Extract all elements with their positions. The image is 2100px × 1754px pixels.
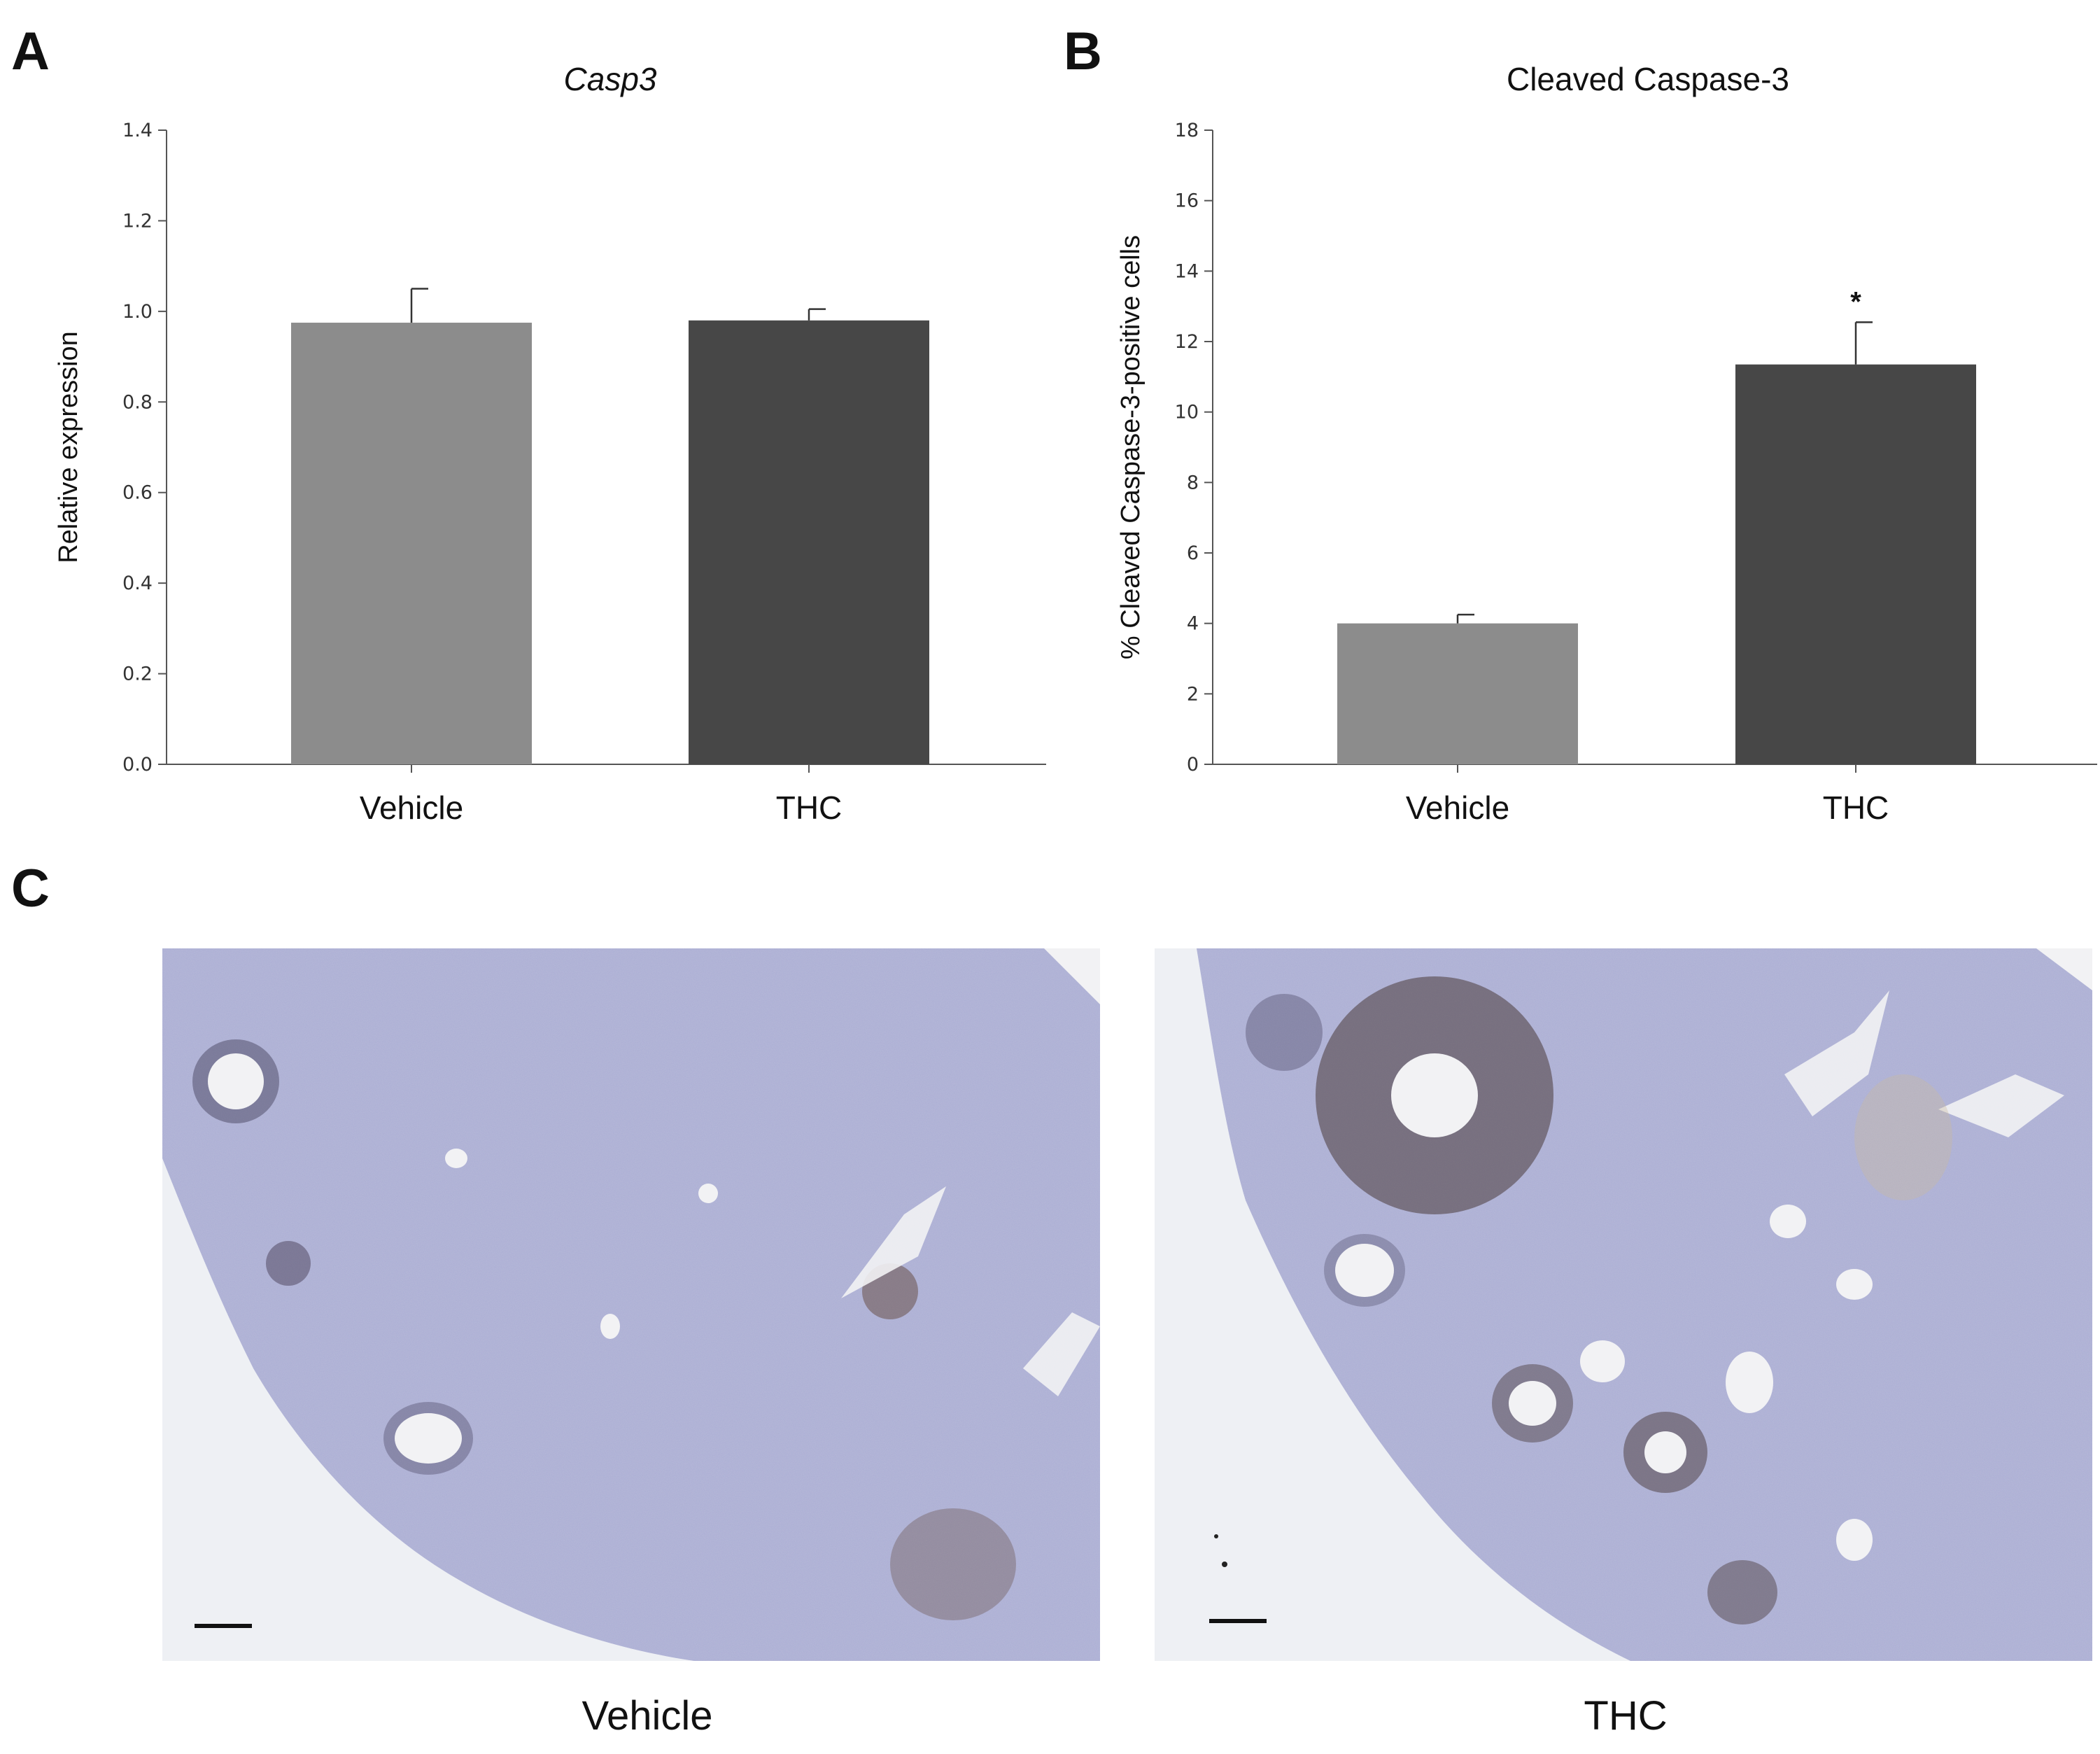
y-tick-label: 0.8 xyxy=(122,391,153,413)
bar-thc xyxy=(689,320,929,764)
y-tick-label: 16 xyxy=(1175,190,1199,212)
y-tick-label: 1.0 xyxy=(122,301,153,323)
y-tick-label: 2 xyxy=(1187,683,1199,705)
significance-marker: * xyxy=(1850,286,1861,317)
chart-a-casp3: 0.0 0.2 0.4 0.6 0.8 1.0 1.2 1.4 Relative express… xyxy=(54,120,1046,826)
y-tick-label: 14 xyxy=(1175,260,1199,282)
y-axis-label: Relative expression xyxy=(54,331,83,563)
x-category-label: THC xyxy=(1823,790,1889,826)
y-tick-label: 0.2 xyxy=(122,664,153,685)
y-tick-label: 0.4 xyxy=(122,573,153,594)
chart-b-title: Cleaved Caspase-3 xyxy=(1506,61,1790,97)
micrograph-vehicle-label: Vehicle xyxy=(582,1693,713,1739)
bar-vehicle xyxy=(291,323,532,764)
micrograph-vehicle xyxy=(162,948,1100,1661)
panel-letter-b: B xyxy=(1064,22,1102,81)
y-tick-label: 8 xyxy=(1187,472,1199,493)
x-category-label: Vehicle xyxy=(360,790,463,826)
y-tick-label: 10 xyxy=(1175,402,1199,423)
bars xyxy=(291,288,929,764)
chart-b-cleaved-caspase-3: 0 2 4 6 8 10 12 14 16 18 % Cleaved Caspase-3-posit… xyxy=(1116,120,2097,826)
bars xyxy=(1337,321,1976,764)
y-tick-label: 18 xyxy=(1175,120,1199,141)
y-tick-label: 6 xyxy=(1187,542,1199,564)
micrograph-thc-image xyxy=(1155,948,2092,1661)
y-tick-label: 0.6 xyxy=(122,482,153,504)
y-axis-label: % Cleaved Caspase-3-positive cells xyxy=(1116,235,1146,659)
y-tick-label: 4 xyxy=(1187,613,1199,635)
chart-a-title: Casp3 xyxy=(563,61,657,97)
y-tick-label: 0 xyxy=(1187,754,1199,776)
panel-letter-c: C xyxy=(11,859,50,918)
y-tick-label: 1.4 xyxy=(122,120,153,141)
bar-thc xyxy=(1735,364,1976,764)
y-tick-label: 0.0 xyxy=(122,754,153,776)
panel-letter-a: A xyxy=(11,22,50,81)
y-tick-label: 12 xyxy=(1175,331,1199,353)
axes: 0.0 0.2 0.4 0.6 0.8 1.0 1.2 1.4 xyxy=(122,120,1046,776)
micrograph-thc xyxy=(1155,948,2092,1661)
micrograph-thc-label: THC xyxy=(1584,1693,1668,1739)
x-category-label: THC xyxy=(776,790,843,826)
y-tick-label: 1.2 xyxy=(122,210,153,232)
x-category-label: Vehicle xyxy=(1406,790,1509,826)
bar-vehicle xyxy=(1337,623,1578,764)
micrograph-vehicle-image xyxy=(162,948,1100,1661)
